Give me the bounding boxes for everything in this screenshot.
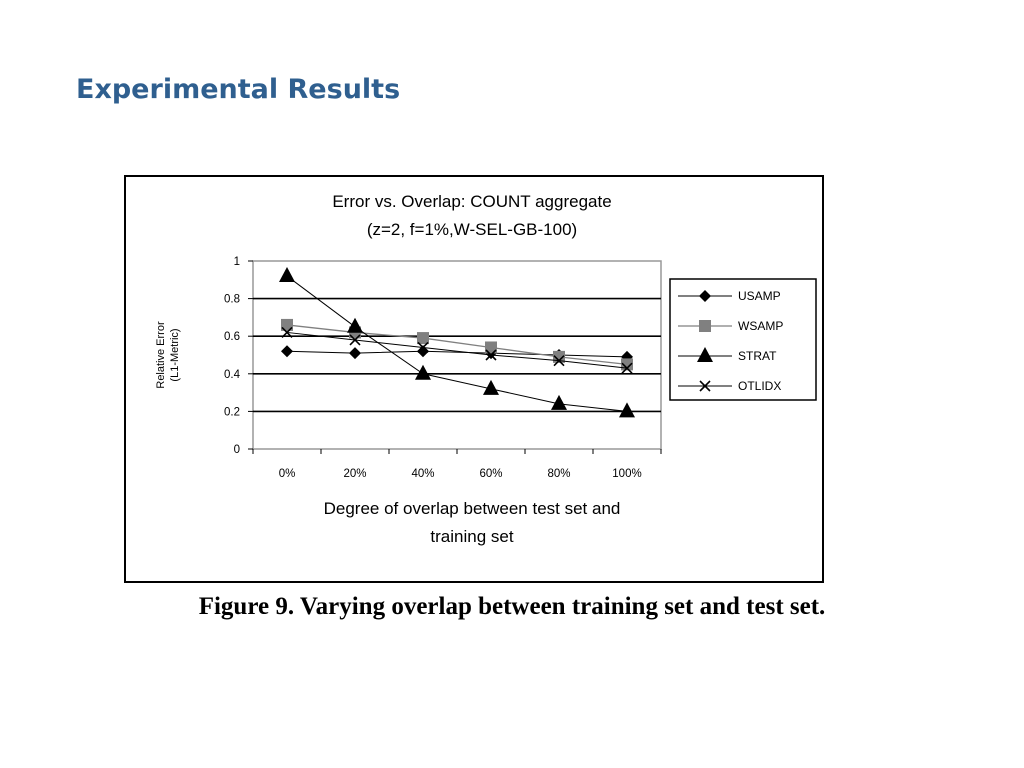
figure-caption: Figure 9. Varying overlap between traini…: [198, 593, 826, 620]
data-point-strat: [415, 364, 431, 380]
data-point-wsamp: [553, 350, 565, 363]
data-point-wsamp: [485, 341, 497, 354]
chart-title: Error vs. Overlap: COUNT aggregate: [332, 192, 611, 211]
data-point-strat: [347, 317, 363, 333]
data-point-strat: [279, 267, 295, 283]
legend-item-usamp: USAMP: [678, 289, 781, 303]
legend-marker-wsamp: [699, 320, 711, 332]
y-axis-label-line-1: Relative Error: [155, 321, 167, 389]
legend: USAMP WSAMP STRAT OTLIDX: [669, 278, 817, 401]
data-point-otlidx: [485, 349, 497, 361]
x-axis-label-line-2: training set: [430, 527, 513, 546]
x-tick-label: 40%: [411, 468, 434, 480]
y-axis-ticks: 0 0.2 0.4 0.6 0.8 1: [224, 256, 253, 456]
series-usamp: [281, 345, 633, 363]
legend-item-strat: STRAT: [678, 347, 777, 363]
figure-frame: Error vs. Overlap: COUNT aggregate (z=2,…: [124, 175, 824, 583]
y-tick-label: 0.6: [224, 331, 240, 343]
x-tick-label: 60%: [479, 468, 502, 480]
data-point-otlidx: [553, 355, 565, 367]
data-point-usamp: [349, 347, 361, 360]
data-point-usamp: [417, 345, 429, 358]
x-tick-label: 20%: [343, 468, 366, 480]
legend-marker-otlidx: [699, 380, 711, 392]
data-point-wsamp: [281, 318, 293, 331]
series-line-strat: [286, 275, 628, 412]
x-tick-label: 80%: [547, 468, 570, 480]
grid-lines: [253, 297, 661, 413]
plot-area: [252, 260, 662, 450]
y-axis-label: Relative Error (L1-Metric): [155, 321, 181, 389]
y-tick-label: 1: [234, 256, 240, 268]
data-point-usamp: [281, 345, 293, 358]
legend-item-otlidx: OTLIDX: [678, 379, 781, 393]
legend-label-usamp: USAMP: [738, 289, 781, 303]
y-tick-label: 0.8: [224, 294, 240, 306]
data-point-otlidx: [349, 334, 361, 346]
y-axis-label-line-2: (L1-Metric): [169, 328, 181, 381]
data-point-strat: [483, 379, 499, 395]
data-point-otlidx: [417, 341, 429, 354]
legend-label-strat: STRAT: [738, 349, 777, 363]
x-tick-label: 0%: [279, 468, 296, 480]
x-axis-ticks: 0% 20% 40% 60% 80% 100%: [252, 449, 662, 480]
legend-items: USAMP WSAMP STRAT OTLIDX: [678, 289, 783, 393]
data-point-strat: [619, 402, 635, 418]
legend-marker-strat: [697, 347, 713, 362]
series-line-wsamp: [286, 324, 628, 366]
legend-marker-usamp: [699, 290, 711, 302]
series-line-usamp: [286, 350, 628, 358]
data-point-otlidx: [621, 362, 633, 374]
series-line-otlidx: [286, 331, 628, 369]
legend-label-wsamp: WSAMP: [738, 319, 783, 333]
y-tick-label: 0.2: [224, 406, 240, 418]
data-point-otlidx: [281, 326, 293, 339]
data-point-strat: [551, 394, 567, 410]
series-strat: [279, 267, 635, 418]
y-tick-label: 0: [234, 444, 240, 456]
series-layer: [279, 267, 635, 418]
data-point-wsamp: [417, 332, 429, 345]
slide-title: Experimental Results: [76, 74, 401, 105]
y-tick-label: 0.4: [224, 369, 241, 381]
series-otlidx: [281, 326, 633, 374]
x-tick-label: 100%: [612, 468, 641, 480]
legend-item-wsamp: WSAMP: [678, 319, 783, 333]
legend-label-otlidx: OTLIDX: [738, 379, 781, 393]
line-chart: Error vs. Overlap: COUNT aggregate (z=2,…: [155, 192, 817, 546]
chart-subtitle: (z=2, f=1%,W-SEL-GB-100): [367, 220, 577, 239]
legend-box: [669, 278, 817, 401]
x-axis-label-line-1: Degree of overlap between test set and: [324, 499, 621, 518]
